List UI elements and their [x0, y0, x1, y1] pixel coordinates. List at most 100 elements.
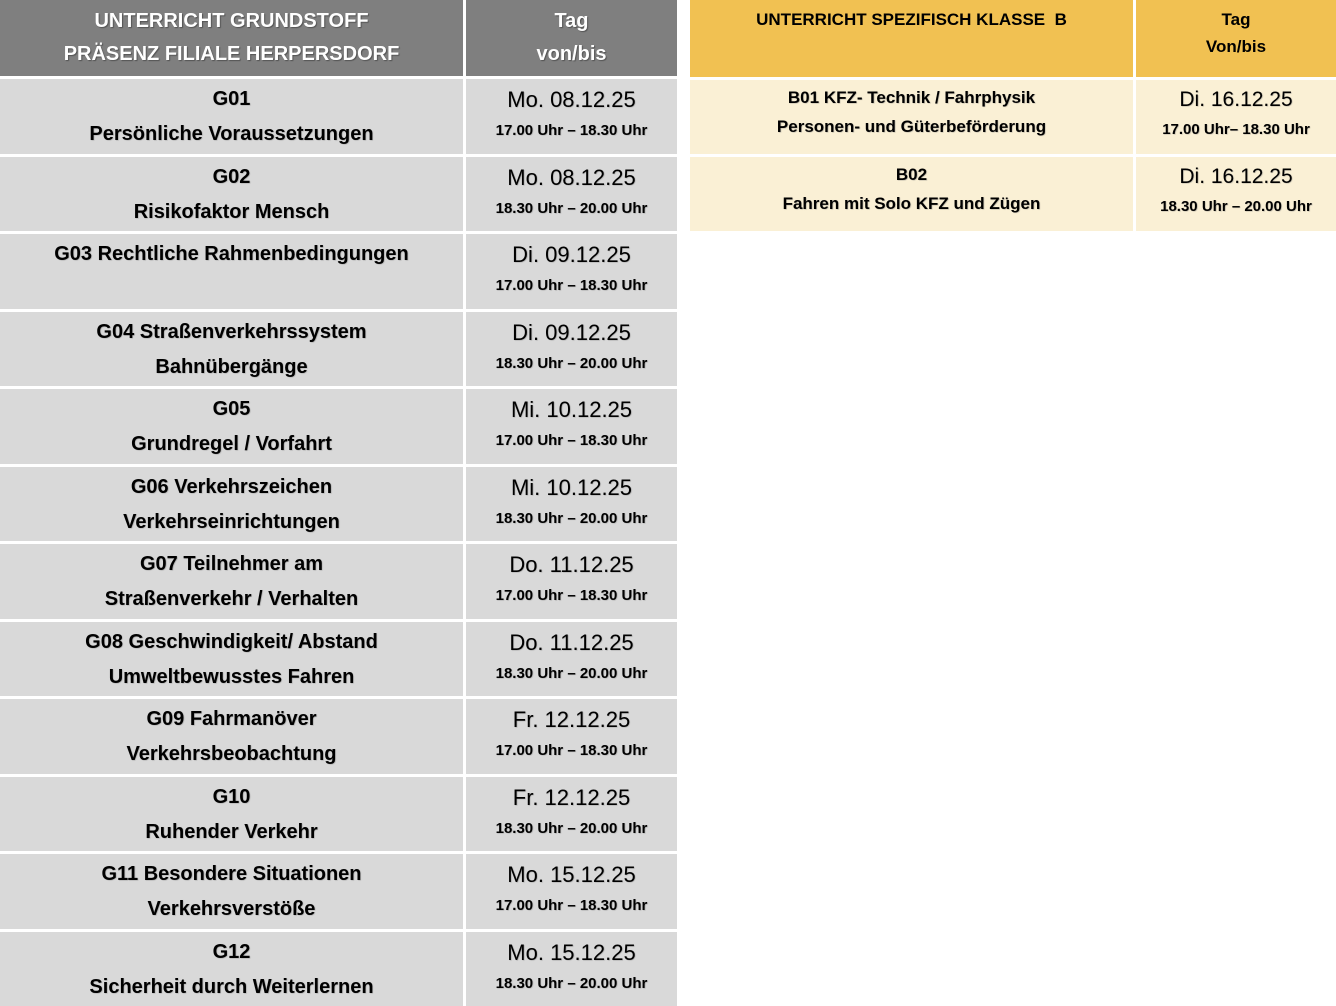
lesson-time: 18.30 Uhr – 20.00 Uhr: [495, 354, 648, 372]
lesson-title-line1: G08 Geschwindigkeit/ Abstand: [85, 630, 378, 653]
lesson-title-line1: G05: [212, 398, 251, 420]
lesson-title-line1: G07 Teilnehmer am: [139, 553, 324, 575]
klasse-b-header-title-cell: UNTERRICHT SPEZIFISCH KLASSE B: [690, 0, 1133, 77]
lesson-title-line2: Verkehrseinrichtungen: [123, 510, 340, 533]
table-row-b01: B01 KFZ- Technik / Fahrphysik Personen- …: [690, 80, 1336, 154]
table-row-g03: G03 Rechtliche Rahmenbedingungen Di. 09.…: [0, 234, 677, 309]
table-row-g02: G02 Risikofaktor Mensch Mo. 08.12.25 18.…: [0, 156, 677, 231]
lesson-time: 17.00 Uhr – 18.30 Uhr: [495, 122, 648, 139]
lesson-date: Mo. 15.12.25: [507, 862, 636, 887]
table-row-g08: G08 Geschwindigkeit/ Abstand Umweltbewus…: [0, 621, 677, 696]
klasse-b-header-tag-line1: Tag: [1221, 10, 1251, 29]
lesson-title-line2: Straßenverkehr / Verhalten: [104, 588, 359, 610]
lesson-title-line2: Umweltbewusstes Fahren: [108, 665, 355, 688]
lesson-date-cell: Mo. 15.12.25 17.00 Uhr – 18.30 Uhr: [466, 854, 677, 929]
lesson-date-cell: Do. 11.12.25 17.00 Uhr – 18.30 Uhr: [466, 544, 677, 619]
lesson-date: Do. 11.12.25: [509, 629, 634, 655]
lesson-title-cell: G08 Geschwindigkeit/ Abstand Umweltbewus…: [0, 621, 463, 696]
lesson-title-cell: G10 Ruhender Verkehr: [0, 776, 463, 851]
lesson-title-line2: Grundregel / Vorfahrt: [131, 433, 332, 455]
lesson-title-cell: G09 Fahrmanöver Verkehrsbeobachtung: [0, 699, 463, 774]
lesson-date: Mo. 08.12.25: [507, 164, 636, 190]
lesson-date-cell: Mo. 15.12.25 18.30 Uhr – 20.00 Uhr: [466, 931, 677, 1006]
grundstoff-header-title-cell: UNTERRICHT GRUNDSTOFF PRÄSENZ FILIALE HE…: [0, 0, 463, 76]
lesson-time: 17.00 Uhr– 18.30 Uhr: [1162, 121, 1310, 138]
grundstoff-header-row: UNTERRICHT GRUNDSTOFF PRÄSENZ FILIALE HE…: [0, 0, 677, 76]
grundstoff-header-tag-cell: Tag von/bis: [466, 0, 677, 76]
lesson-title-line1: B02: [895, 165, 928, 184]
lesson-time: 18.30 Uhr – 20.00 Uhr: [495, 199, 648, 217]
lesson-date-cell: Fr. 12.12.25 18.30 Uhr – 20.00 Uhr: [466, 776, 677, 851]
lesson-date: Mo. 08.12.25: [507, 87, 636, 112]
lesson-title-line2: Bahnübergänge: [155, 355, 308, 378]
lesson-title-cell: G03 Rechtliche Rahmenbedingungen: [0, 234, 463, 309]
lesson-date-cell: Di. 09.12.25 18.30 Uhr – 20.00 Uhr: [466, 311, 677, 386]
table-row-g09: G09 Fahrmanöver Verkehrsbeobachtung Fr. …: [0, 699, 677, 774]
lesson-date-cell: Di. 16.12.25 18.30 Uhr – 20.00 Uhr: [1136, 157, 1336, 231]
lesson-date-cell: Di. 09.12.25 17.00 Uhr – 18.30 Uhr: [466, 234, 677, 309]
klasse-b-header-tag-line2: Von/bis: [1205, 37, 1267, 56]
lesson-time: 18.30 Uhr – 20.00 Uhr: [495, 509, 648, 527]
lesson-title-cell: B01 KFZ- Technik / Fahrphysik Personen- …: [690, 80, 1133, 154]
lesson-date-cell: Mo. 08.12.25 17.00 Uhr – 18.30 Uhr: [466, 79, 677, 154]
lesson-title-line2: Ruhender Verkehr: [145, 820, 318, 843]
table-row-g10: G10 Ruhender Verkehr Fr. 12.12.25 18.30 …: [0, 776, 677, 851]
grundstoff-header-tag-line1: Tag: [554, 10, 589, 32]
lesson-time: 17.00 Uhr – 18.30 Uhr: [495, 587, 648, 604]
lesson-title-cell: G05 Grundregel / Vorfahrt: [0, 389, 463, 464]
lesson-title-line1: G02: [212, 165, 251, 188]
lesson-date: Do. 11.12.25: [509, 552, 634, 577]
lesson-title-cell: G02 Risikofaktor Mensch: [0, 156, 463, 231]
lesson-date-cell: Do. 11.12.25 18.30 Uhr – 20.00 Uhr: [466, 621, 677, 696]
table-row-g07: G07 Teilnehmer am Straßenverkehr / Verha…: [0, 544, 677, 619]
klasse-b-header-tag-cell: Tag Von/bis: [1136, 0, 1336, 77]
lesson-date: Di. 16.12.25: [1179, 165, 1293, 188]
lesson-title-line1: G10: [212, 785, 251, 808]
lesson-date: Mi. 10.12.25: [510, 397, 633, 422]
lesson-title-cell: B02 Fahren mit Solo KFZ und Zügen: [690, 157, 1133, 231]
lesson-date: Di. 16.12.25: [1179, 88, 1293, 111]
lesson-date: Di. 09.12.25: [512, 242, 631, 267]
klasse-b-table: UNTERRICHT SPEZIFISCH KLASSE B Tag Von/b…: [690, 0, 1336, 231]
table-row-g12: G12 Sicherheit durch Weiterlernen Mo. 15…: [0, 931, 677, 1006]
lesson-date: Mi. 10.12.25: [510, 474, 633, 500]
klasse-b-header-row: UNTERRICHT SPEZIFISCH KLASSE B Tag Von/b…: [690, 0, 1336, 77]
table-row-g05: G05 Grundregel / Vorfahrt Mi. 10.12.25 1…: [0, 389, 677, 464]
lesson-title-line2: Verkehrsbeobachtung: [126, 743, 337, 765]
lesson-title-cell: G11 Besondere Situationen Verkehrsverstö…: [0, 854, 463, 929]
lesson-time: 17.00 Uhr – 18.30 Uhr: [495, 742, 648, 759]
lesson-time: 17.00 Uhr – 18.30 Uhr: [495, 432, 648, 449]
lesson-title-line2: Sicherheit durch Weiterlernen: [89, 975, 374, 998]
lesson-title-cell: G12 Sicherheit durch Weiterlernen: [0, 931, 463, 1006]
lesson-time: 17.00 Uhr – 18.30 Uhr: [495, 277, 648, 294]
lesson-title-line1: G09 Fahrmanöver: [146, 708, 317, 730]
grundstoff-header-tag-line2: von/bis: [536, 43, 607, 65]
lesson-title-line2: Personen- und Güterbeförderung: [776, 117, 1047, 136]
table-row-b02: B02 Fahren mit Solo KFZ und Zügen Di. 16…: [690, 157, 1336, 231]
lesson-title-line1: B01 KFZ- Technik / Fahrphysik: [787, 88, 1036, 107]
lesson-time: 18.30 Uhr – 20.00 Uhr: [1160, 198, 1312, 215]
klasse-b-header-title: UNTERRICHT SPEZIFISCH KLASSE B: [756, 10, 1067, 29]
lesson-title-line2: Persönliche Voraussetzungen: [89, 123, 374, 145]
lesson-title-line2: Fahren mit Solo KFZ und Zügen: [782, 194, 1041, 213]
lesson-title-line2: Risikofaktor Mensch: [133, 200, 330, 223]
lesson-date-cell: Mo. 08.12.25 18.30 Uhr – 20.00 Uhr: [466, 156, 677, 231]
lesson-date: Fr. 12.12.25: [512, 707, 631, 732]
table-row-g11: G11 Besondere Situationen Verkehrsverstö…: [0, 854, 677, 929]
lesson-date-cell: Di. 16.12.25 17.00 Uhr– 18.30 Uhr: [1136, 80, 1336, 154]
lesson-time: 18.30 Uhr – 20.00 Uhr: [495, 819, 648, 837]
lesson-title-line1: G12: [212, 940, 251, 963]
lesson-title-cell: G07 Teilnehmer am Straßenverkehr / Verha…: [0, 544, 463, 619]
lesson-title-cell: G04 Straßenverkehrssystem Bahnübergänge: [0, 311, 463, 386]
lesson-date: Di. 09.12.25: [512, 319, 631, 345]
lesson-time: 17.00 Uhr – 18.30 Uhr: [495, 897, 648, 914]
lesson-title-line1: G03 Rechtliche Rahmenbedingungen: [54, 243, 409, 265]
table-row-g06: G06 Verkehrszeichen Verkehrseinrichtunge…: [0, 466, 677, 541]
lesson-date-cell: Mi. 10.12.25 17.00 Uhr – 18.30 Uhr: [466, 389, 677, 464]
table-row-g04: G04 Straßenverkehrssystem Bahnübergänge …: [0, 311, 677, 386]
grundstoff-header-title-line1: UNTERRICHT GRUNDSTOFF: [94, 10, 369, 32]
lesson-date: Mo. 15.12.25: [507, 939, 636, 965]
lesson-time: 18.30 Uhr – 20.00 Uhr: [495, 974, 648, 992]
lesson-title-line1: G04 Straßenverkehrssystem: [96, 320, 367, 343]
